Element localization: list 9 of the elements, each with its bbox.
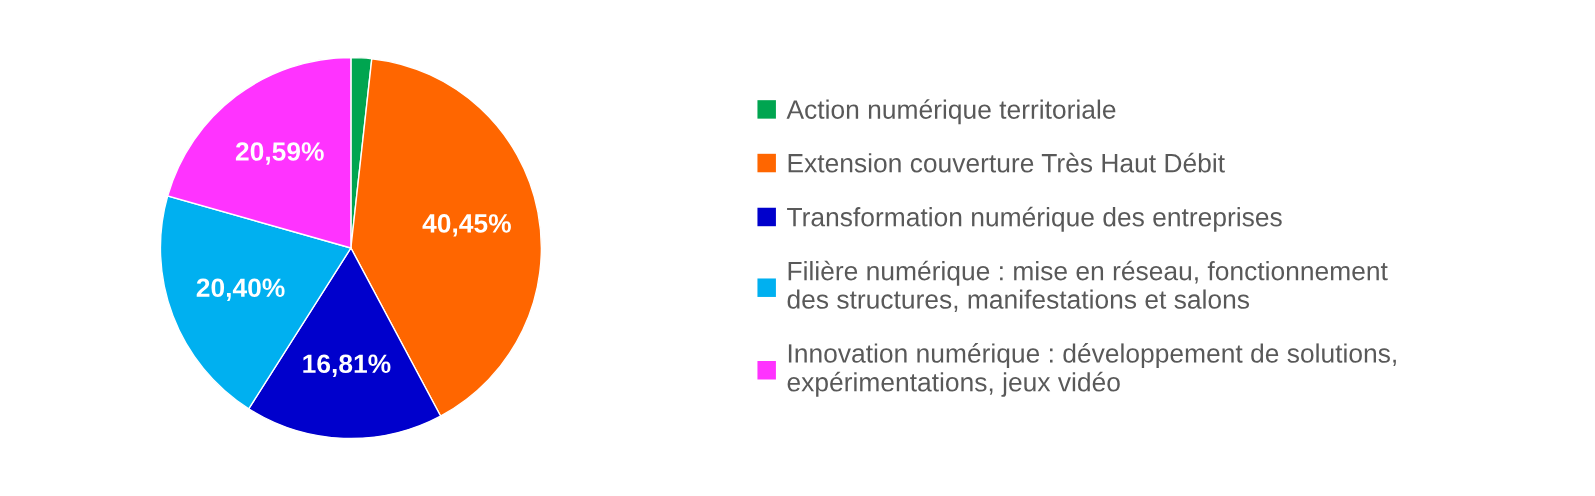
data-label: 40,45% — [422, 214, 511, 237]
legend-label: Extension couverture Très Haut Débit — [788, 152, 1225, 173]
data-label: 20,40% — [196, 278, 285, 301]
data-label: 20,59% — [235, 142, 324, 165]
legend-label: Action numérique territoriale — [786, 99, 1116, 125]
data-label: 16,81% — [303, 354, 391, 377]
legend-label: Filière numérique : mise en réseau, fonctionnement des structures, manifestations et salons — [787, 260, 1388, 312]
legend-label: Transformation numérique des entreprises — [787, 206, 1282, 232]
legend-label: Innovation numérique : développement de solutions, expérimentations, jeux vidéo — [787, 343, 1396, 397]
